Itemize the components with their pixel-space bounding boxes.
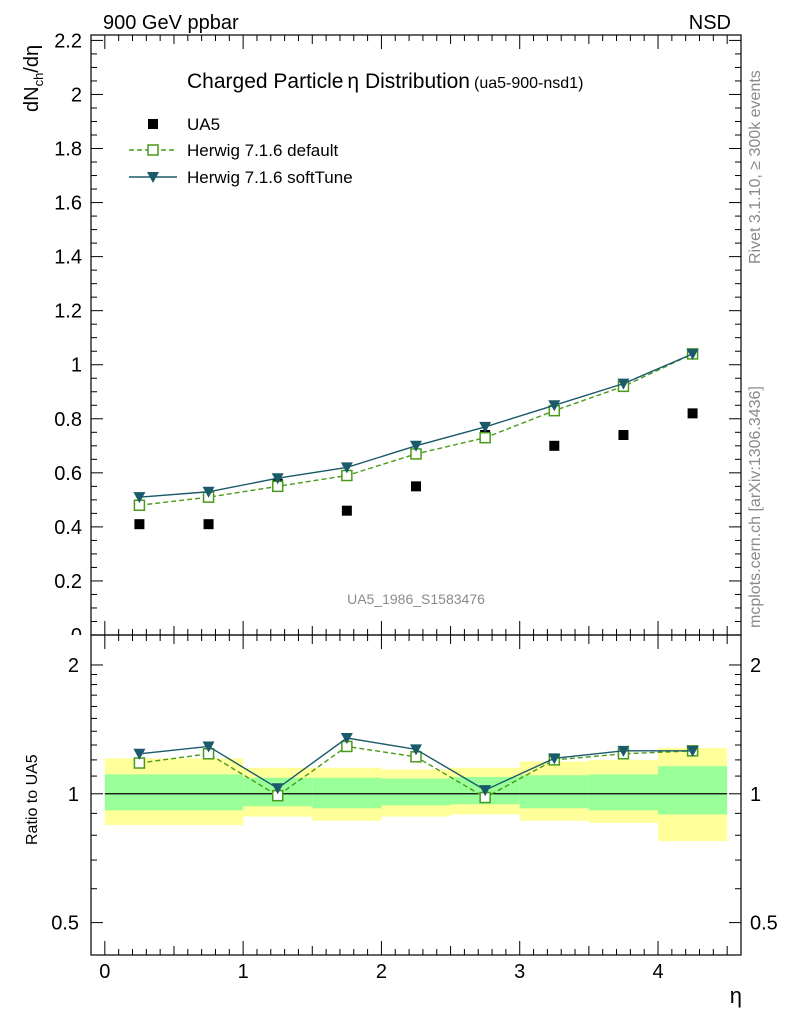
legend-label: Herwig 7.1.6 softTune [187,168,353,187]
data-point-ua5 [549,440,560,451]
legend-label: Herwig 7.1.6 default [187,141,338,160]
ratio-ylabel: Ratio to UA5 [24,754,41,845]
data-point-softtune [548,400,561,412]
ratio-point-softtune [479,785,492,797]
y-tick-label: 1.6 [54,193,82,215]
data-point-softtune [686,348,699,360]
ratio-band-green [588,774,659,811]
ratio-band-green [658,766,728,815]
ratio-point-softtune [340,733,353,745]
rivet-label: Rivet 3.1.10, ≥ 300k events [747,70,764,264]
data-point-softtune [271,473,284,485]
ratio-point-softtune [686,745,699,757]
header-left: 900 GeV ppbar [103,12,239,34]
data-point-ua5 [341,505,352,516]
data-point-softtune [133,492,146,504]
data-point-softtune [202,486,215,498]
y-tick-label: 0.6 [54,463,82,485]
data-point-ua5 [618,430,629,440]
ratio-point-softtune [548,753,561,765]
title-tag: (ua5-900-nsd1) [474,75,583,92]
ratio-band-green [519,775,589,809]
legend-marker-softtune [147,172,159,183]
mcplots-label: mcplots.cern.ch [arXiv:1306.3436] [747,386,764,628]
y-tick-label: 0.8 [54,409,82,431]
y-tick-label-zero: 0 [71,625,82,647]
ratio-point-softtune [133,748,146,760]
ratio-series [133,733,699,804]
y-tick-label: 1.2 [54,301,82,323]
ratio-band-green [104,774,244,811]
x-tick-label: 2 [376,961,387,983]
ratio-point-softtune [410,744,422,756]
ratio-y-tick-label-right: 0.5 [750,913,778,935]
main-ylabel-sub: ch [31,73,46,87]
data-point-ua5 [411,481,421,492]
ratio-band-green [312,777,382,809]
ratio-y-tick-label-right: 1 [750,784,761,806]
y-tick-label: 1.4 [54,247,82,269]
ratio-y-tick-label-right: 2 [750,655,761,677]
x-tick-label: 3 [514,961,525,983]
data-point-ua5 [203,519,214,530]
main-ylabel-base: dN [21,86,43,112]
main-series [133,348,699,530]
data-point-ua5 [687,408,698,419]
legend: UA5 Herwig 7.1.6 default Herwig 7.1.6 soft… [129,115,353,187]
y-tick-label: 1 [71,355,82,377]
x-axis-label: η [730,983,742,1008]
ratio-bands [104,747,728,842]
x-tick-label: 4 [652,961,663,983]
data-point-ua5 [134,519,145,530]
main-ylabel: dNch/dη [21,45,46,112]
legend-marker-ua5 [148,119,158,129]
y-tick-label: 2.2 [54,30,82,52]
y-tick-label: 0.4 [54,517,82,539]
ratio-y-tick-label: 1 [68,784,79,806]
series-line [139,353,693,498]
ratio-y-tick-label: 0.5 [51,913,79,935]
data-point-default [479,431,491,444]
title-eta: η [347,70,359,93]
data-point-softtune [340,462,353,474]
main-ylabel-tail: /dη [21,45,43,73]
watermark: UA5_1986_S1583476 [347,591,485,607]
y-tick-label: 0.2 [54,571,82,593]
plot-title: Charged Particle η Distribution (ua5-900-n… [187,70,583,93]
ratio-point-softtune [617,745,630,757]
ratio-point-softtune [271,783,284,795]
legend-marker-default [147,144,159,156]
data-point-softtune [410,440,422,452]
axis-ticks: 0.2 0.4 0.6 0.8 1 1.2 1.4 1.6 1.8 2 2.2 0 0.5 0.5 1 1 2 2… [51,30,778,983]
legend-label: UA5 [187,115,220,134]
header-right: NSD [689,12,731,34]
y-tick-label: 1.8 [54,139,82,161]
title-rest: Distribution [359,70,470,93]
ratio-y-tick-label: 2 [68,655,79,677]
y-tick-label: 2 [71,84,82,106]
x-tick-label: 0 [99,961,110,983]
ratio-band-green [381,778,451,806]
data-point-softtune [479,421,492,433]
data-point-softtune [617,378,630,390]
title-main: Charged Particle [187,70,343,93]
x-tick-label: 1 [238,961,249,983]
ratio-point-softtune [202,741,215,753]
ratio-plot-frame [90,634,742,956]
